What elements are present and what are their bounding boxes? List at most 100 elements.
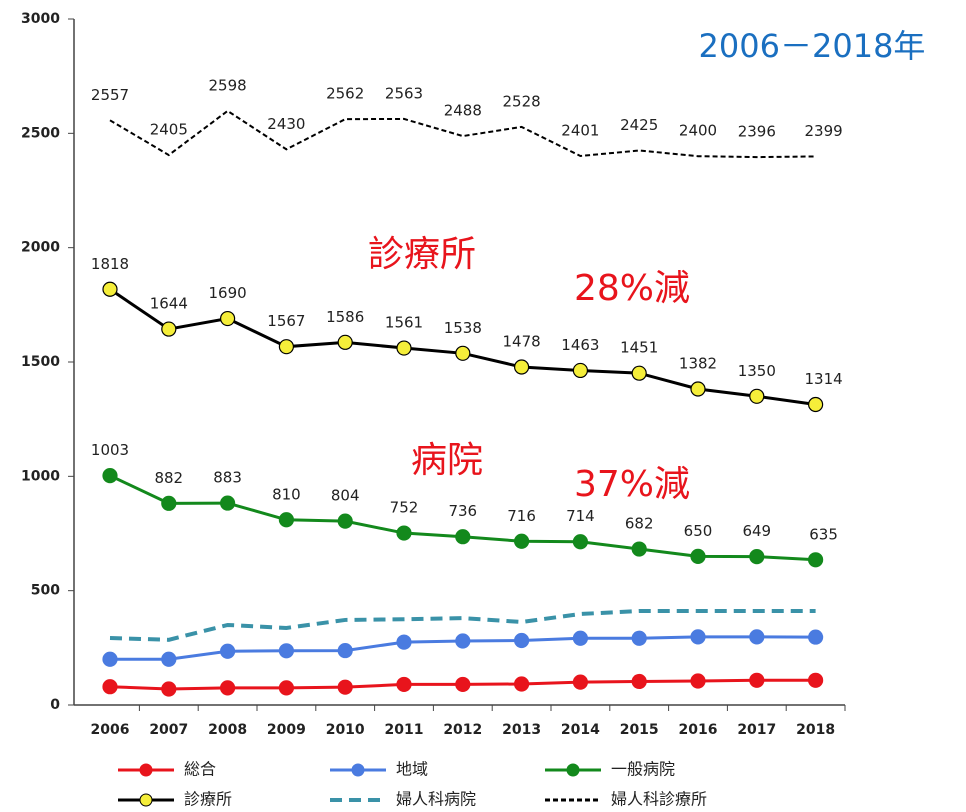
data-label: 1644 — [150, 295, 188, 313]
marker — [455, 676, 471, 693]
legend-label: 一般病院 — [611, 760, 675, 779]
marker — [396, 340, 412, 356]
annotation: 病院 — [411, 440, 483, 481]
data-label: 1478 — [503, 333, 541, 351]
marker — [337, 334, 353, 350]
annotation: 28%減 — [574, 268, 690, 309]
y-tick-label: 1500 — [21, 354, 60, 370]
x-tick-label: 2009 — [267, 722, 306, 738]
legend-marker — [139, 793, 153, 807]
x-tick-label: 2016 — [679, 722, 718, 738]
data-label: 716 — [507, 507, 536, 525]
x-tick-label: 2010 — [326, 722, 365, 738]
marker — [220, 310, 236, 327]
data-label: 2405 — [150, 121, 188, 139]
marker — [513, 632, 530, 649]
data-label: 1314 — [805, 370, 843, 388]
marker — [631, 673, 647, 690]
data-label: 1538 — [444, 319, 482, 337]
marker — [220, 680, 236, 696]
marker — [455, 529, 471, 545]
data-label: 752 — [390, 499, 419, 517]
marker — [161, 681, 177, 697]
marker — [455, 345, 471, 361]
series-line — [109, 609, 816, 642]
data-label: 2425 — [620, 116, 658, 134]
legend-label: 診療所 — [184, 790, 232, 809]
marker — [631, 630, 647, 646]
x-tick-label: 2014 — [561, 722, 600, 738]
annotation: 2006－2018年 — [699, 27, 926, 65]
data-label: 2396 — [738, 123, 776, 141]
x-tick-label: 2006 — [91, 722, 130, 738]
marker — [572, 674, 589, 690]
data-label: 2528 — [503, 92, 541, 110]
y-tick-label: 3000 — [21, 11, 60, 27]
marker — [572, 630, 589, 646]
legend-label: 総合 — [184, 760, 216, 779]
data-label: 804 — [331, 487, 360, 505]
marker — [572, 362, 589, 379]
x-tick-label: 2015 — [620, 722, 659, 738]
marker — [690, 548, 706, 564]
annotation: 診療所 — [368, 234, 476, 275]
y-tick-label: 2000 — [21, 240, 60, 256]
x-tick-label: 2018 — [796, 722, 835, 738]
marker — [337, 642, 353, 659]
x-tick-label: 2007 — [149, 722, 188, 738]
x-tick-label: 2012 — [443, 722, 482, 738]
marker — [807, 672, 824, 688]
marker — [337, 513, 353, 529]
data-label: 635 — [809, 525, 838, 543]
x-tick-label: 2011 — [385, 722, 424, 738]
marker — [396, 525, 412, 541]
data-label: 2400 — [679, 122, 717, 140]
data-label: 2598 — [209, 76, 247, 94]
y-tick-label: 2500 — [21, 125, 60, 141]
data-label: 882 — [154, 469, 183, 487]
x-tick-label: 2013 — [502, 722, 541, 738]
marker — [396, 676, 412, 693]
marker — [631, 541, 647, 557]
marker — [278, 643, 294, 659]
data-label: 2562 — [326, 85, 364, 103]
marker — [278, 680, 294, 696]
marker — [161, 321, 177, 337]
legend-marker — [139, 763, 153, 777]
data-label: 883 — [213, 469, 242, 487]
y-tick-label: 1000 — [21, 468, 60, 484]
marker — [102, 281, 118, 297]
legend-label: 婦人科診療所 — [611, 790, 707, 809]
data-label: 1818 — [91, 255, 129, 273]
data-label: 649 — [742, 522, 771, 540]
marker — [513, 676, 530, 692]
marker — [278, 339, 294, 355]
marker — [513, 359, 530, 375]
data-label: 2399 — [805, 122, 843, 140]
data-label: 1586 — [326, 308, 364, 326]
data-label: 2401 — [561, 121, 599, 139]
marker — [690, 381, 706, 397]
marker — [396, 634, 412, 650]
data-label: 714 — [566, 507, 595, 525]
marker — [102, 468, 118, 484]
marker — [631, 365, 647, 381]
marker — [690, 673, 706, 689]
data-label: 1350 — [738, 362, 776, 380]
data-label: 810 — [272, 485, 301, 503]
marker — [749, 629, 765, 645]
marker — [807, 396, 824, 413]
data-label: 1463 — [561, 336, 599, 354]
data-label: 2488 — [444, 102, 482, 120]
y-tick-label: 500 — [31, 583, 60, 599]
marker — [220, 643, 236, 659]
annotation: 37%減 — [574, 464, 690, 505]
data-label: 2563 — [385, 84, 423, 102]
data-label: 1382 — [679, 354, 717, 372]
marker — [278, 512, 294, 528]
legend-marker — [351, 763, 365, 777]
marker — [102, 651, 118, 667]
marker — [102, 679, 118, 695]
legend-label: 婦人科病院 — [396, 790, 476, 809]
marker — [807, 629, 824, 645]
